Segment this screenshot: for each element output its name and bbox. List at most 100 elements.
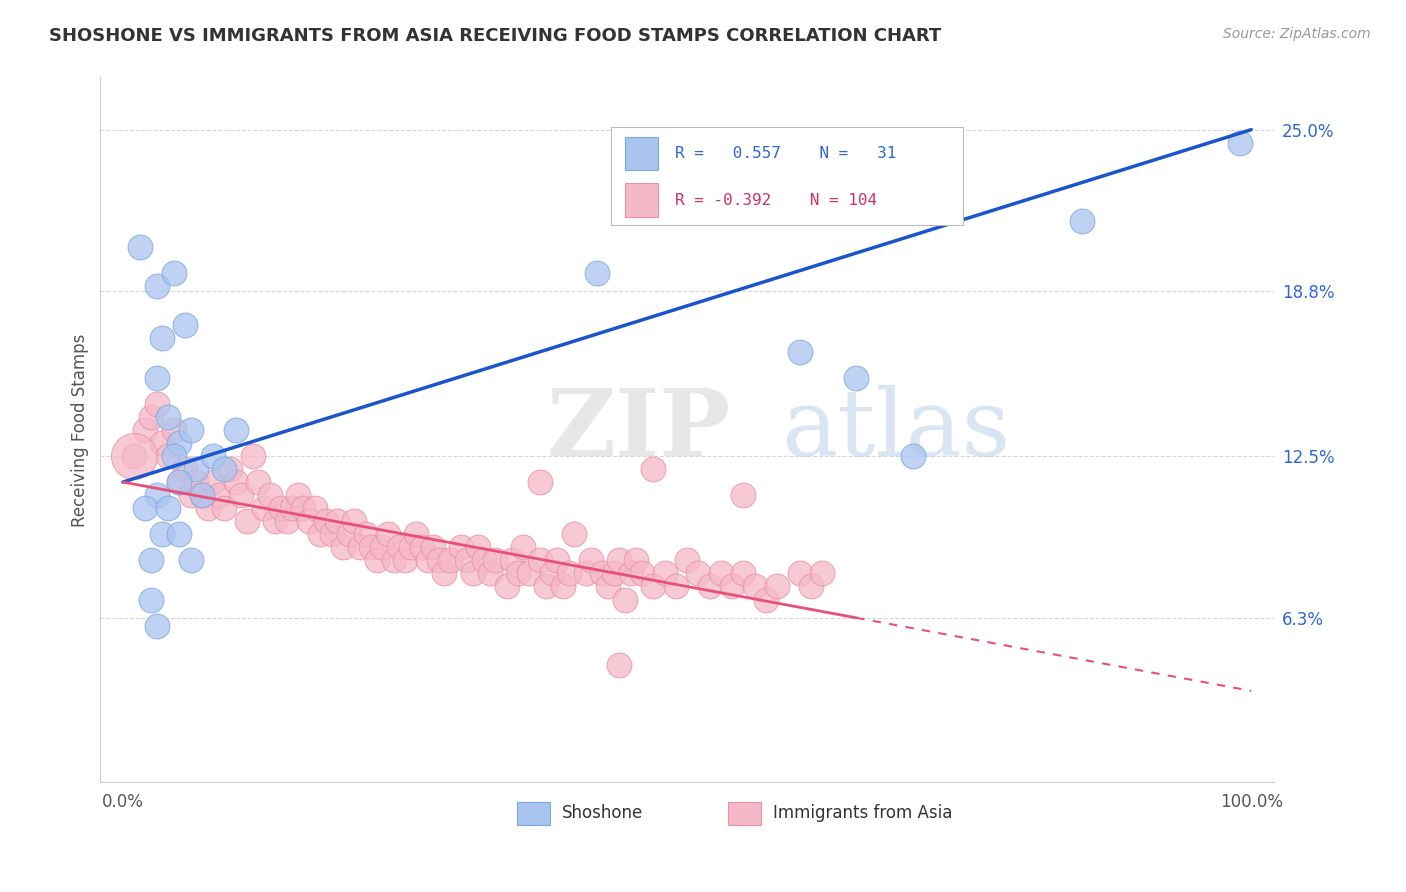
Point (439, 553, 461, 567)
Point (562, 527, 585, 541)
Point (157, 449, 180, 463)
Point (157, 409, 180, 424)
Point (163, 423, 186, 437)
Point (174, 462, 197, 476)
Point (236, 514, 259, 528)
Point (214, 501, 236, 516)
Y-axis label: Receiving Food Stamps: Receiving Food Stamps (72, 334, 89, 526)
Point (688, 566, 710, 581)
Bar (517, 802, 550, 824)
Point (337, 527, 360, 541)
Point (122, 449, 145, 463)
Point (506, 566, 529, 581)
Point (620, 566, 643, 581)
Point (755, 592, 778, 607)
Point (134, 423, 156, 437)
Point (191, 488, 214, 502)
Point (710, 566, 733, 581)
Point (626, 553, 648, 567)
Point (665, 579, 688, 593)
Point (371, 541, 394, 555)
Point (354, 527, 377, 541)
Point (733, 488, 755, 502)
Point (169, 475, 191, 489)
Point (676, 553, 699, 567)
Point (467, 541, 489, 555)
Point (1071, 214, 1094, 228)
Point (382, 553, 405, 567)
Point (225, 475, 247, 489)
Point (304, 501, 326, 516)
Point (422, 541, 444, 555)
Point (540, 566, 562, 581)
Text: SHOSHONE VS IMMIGRANTS FROM ASIA RECEIVING FOOD STAMPS CORRELATION CHART: SHOSHONE VS IMMIGRANTS FROM ASIA RECEIVI… (49, 27, 942, 45)
Point (614, 592, 637, 607)
Text: Shoshone: Shoshone (561, 805, 643, 822)
Point (157, 501, 180, 516)
Point (596, 579, 619, 593)
Point (394, 553, 416, 567)
Point (534, 579, 557, 593)
Point (145, 370, 167, 384)
Point (214, 462, 236, 476)
Point (264, 514, 287, 528)
Point (202, 475, 225, 489)
Point (360, 541, 382, 555)
Point (416, 553, 439, 567)
Point (259, 488, 281, 502)
Point (180, 553, 202, 567)
Point (208, 488, 231, 502)
Point (800, 579, 823, 593)
Point (139, 553, 162, 567)
Point (253, 501, 276, 516)
Point (145, 397, 167, 411)
Point (134, 501, 156, 516)
Point (427, 553, 450, 567)
Point (145, 488, 167, 502)
Point (456, 553, 478, 567)
Point (298, 514, 321, 528)
Point (231, 488, 253, 502)
FancyBboxPatch shape (610, 127, 963, 226)
Point (609, 657, 631, 672)
Point (579, 553, 602, 567)
Point (411, 541, 433, 555)
Point (270, 501, 292, 516)
Point (478, 566, 501, 581)
Point (766, 579, 789, 593)
Point (152, 331, 174, 345)
Point (219, 462, 242, 476)
Point (901, 449, 924, 463)
Point (609, 553, 631, 567)
Bar (624, 183, 658, 217)
Point (557, 566, 579, 581)
Point (388, 541, 411, 555)
Point (180, 423, 202, 437)
Point (202, 449, 225, 463)
Point (399, 541, 422, 555)
Point (326, 514, 349, 528)
Point (122, 449, 145, 463)
Point (585, 266, 607, 280)
Point (699, 579, 721, 593)
Point (529, 475, 551, 489)
Point (186, 462, 208, 476)
Point (128, 240, 150, 254)
Point (169, 527, 191, 541)
Point (501, 553, 523, 567)
Bar (728, 802, 761, 824)
Point (845, 370, 868, 384)
Point (405, 527, 427, 541)
Point (247, 475, 270, 489)
Point (169, 436, 191, 450)
Point (180, 488, 202, 502)
Point (1229, 136, 1251, 150)
Point (433, 566, 456, 581)
Point (654, 566, 676, 581)
Point (789, 566, 811, 581)
Point (169, 475, 191, 489)
Point (197, 501, 219, 516)
Point (343, 514, 366, 528)
Point (276, 514, 298, 528)
Point (744, 579, 766, 593)
